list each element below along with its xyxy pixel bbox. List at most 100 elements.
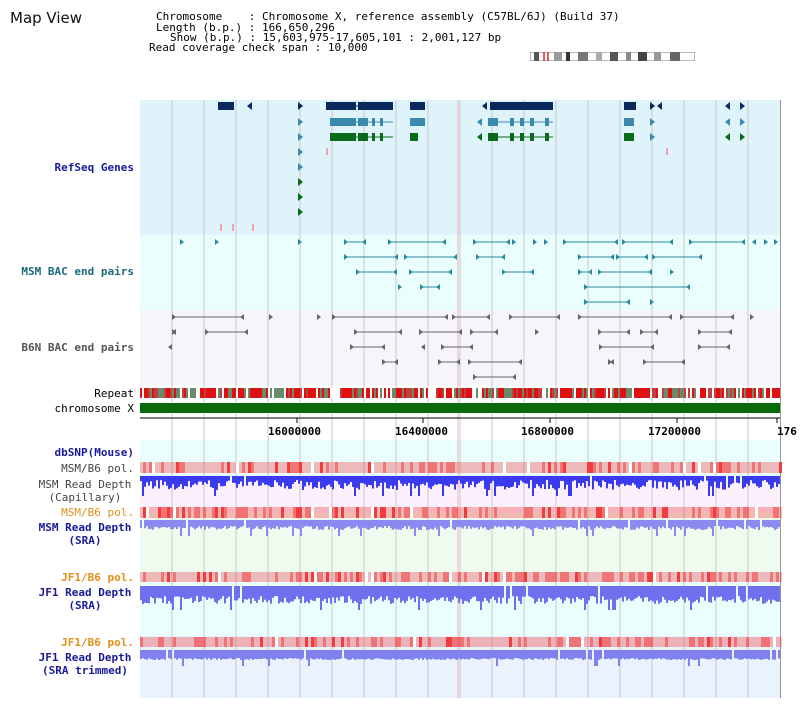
polymorphism-segment <box>308 507 311 518</box>
read-depth-segment <box>628 586 630 599</box>
polymorphism-segment <box>344 572 347 582</box>
read-depth-segment <box>392 586 394 603</box>
polymorphism-segment <box>611 572 614 582</box>
read-depth-segment <box>388 476 390 489</box>
read-depth-segment <box>452 520 454 529</box>
read-depth-segment <box>322 520 324 530</box>
read-depth-segment <box>440 586 442 598</box>
read-depth-segment <box>212 476 214 489</box>
read-depth-segment <box>530 650 532 660</box>
read-depth-segment <box>382 520 384 529</box>
polymorphism-segment <box>509 637 512 647</box>
read-depth-segment <box>584 520 586 529</box>
polymorphism-segment <box>386 637 389 647</box>
read-depth-segment <box>316 476 318 488</box>
repeat-segment <box>142 388 144 398</box>
polymorphism-segment <box>296 572 299 582</box>
read-depth-segment <box>494 476 496 496</box>
read-depth-segment <box>296 476 298 481</box>
gene-exon <box>410 133 418 141</box>
read-depth-segment <box>700 520 702 530</box>
read-depth-segment <box>382 476 384 496</box>
read-depth-segment <box>150 586 152 597</box>
repeat-segment <box>386 388 388 398</box>
read-depth-segment <box>698 586 700 603</box>
read-depth-segment <box>750 520 752 528</box>
polymorphism-segment <box>515 637 518 647</box>
polymorphism-segment <box>692 507 695 518</box>
chromosome-ideogram[interactable] <box>530 52 695 61</box>
read-depth-segment <box>422 586 424 601</box>
read-depth-segment <box>638 650 640 660</box>
polymorphism-segment <box>740 462 743 473</box>
repeat-segment <box>432 388 434 398</box>
polymorphism-segment <box>398 637 401 647</box>
read-depth-segment <box>614 586 616 610</box>
polymorphism-segment <box>266 507 269 518</box>
read-depth-segment <box>332 476 334 490</box>
polymorphism-segment <box>221 507 224 518</box>
read-depth-segment <box>540 520 542 530</box>
read-depth-segment <box>196 586 198 597</box>
polymorphism-segment <box>311 462 314 473</box>
polymorphism-segment <box>554 637 557 647</box>
polymorphism-segment <box>347 572 350 582</box>
strand-arrow <box>650 102 655 110</box>
track-label-refseq[interactable]: RefSeq Genes <box>54 161 134 174</box>
polymorphism-segment <box>749 572 752 582</box>
read-depth-segment <box>572 520 574 529</box>
read-depth-segment <box>686 476 688 486</box>
read-depth-segment <box>338 586 340 601</box>
repeat-segment <box>476 388 478 398</box>
read-depth-segment <box>242 476 244 487</box>
polymorphism-segment <box>293 637 296 647</box>
read-depth-segment <box>348 586 350 597</box>
read-depth-segment <box>636 520 638 528</box>
read-depth-segment <box>178 650 180 659</box>
read-depth-segment <box>720 476 722 482</box>
polymorphism-segment <box>365 637 368 647</box>
track-label-b6n-bac[interactable]: B6N BAC end pairs <box>21 341 134 354</box>
strand-arrow <box>456 359 460 365</box>
strand-arrow <box>444 314 448 320</box>
read-depth-segment <box>224 476 226 486</box>
read-depth-segment <box>694 476 696 487</box>
read-depth-segment <box>636 650 638 659</box>
read-depth-segment <box>596 586 598 604</box>
polymorphism-segment <box>317 462 320 473</box>
read-depth-segment <box>220 476 222 487</box>
repeat-segment <box>748 388 750 398</box>
read-depth-segment <box>458 650 460 659</box>
polymorphism-segment <box>323 507 326 518</box>
read-depth-segment <box>224 520 226 527</box>
strand-arrow <box>698 254 702 260</box>
read-depth-segment <box>756 650 758 659</box>
polymorphism-segment <box>572 507 575 518</box>
read-depth-segment <box>316 650 318 659</box>
polymorphism-segment <box>428 507 431 518</box>
read-depth-segment <box>142 586 144 604</box>
read-depth-segment <box>708 520 710 527</box>
repeat-segment <box>646 388 648 398</box>
read-depth-segment <box>686 586 688 598</box>
polymorphism-segment <box>446 507 449 518</box>
strand-arrow <box>728 329 732 335</box>
strand-arrow <box>740 118 745 126</box>
read-depth-segment <box>730 520 732 529</box>
read-depth-segment <box>530 520 532 530</box>
polymorphism-segment <box>212 462 215 473</box>
track-label-dbsnp[interactable]: dbSNP(Mouse) <box>54 446 134 459</box>
read-depth-segment <box>628 476 630 486</box>
read-depth-segment <box>160 650 162 660</box>
read-depth-segment <box>456 586 458 599</box>
polymorphism-segment <box>152 637 155 647</box>
track-label-msm-bac[interactable]: MSM BAC end pairs <box>21 265 134 278</box>
read-depth-segment <box>398 476 400 481</box>
polymorphism-segment <box>521 637 524 647</box>
polymorphism-segment <box>380 507 383 518</box>
polymorphism-segment <box>464 572 467 582</box>
read-depth-segment <box>774 476 776 483</box>
repeat-segment <box>572 388 574 398</box>
polymorphism-segment <box>473 572 476 582</box>
